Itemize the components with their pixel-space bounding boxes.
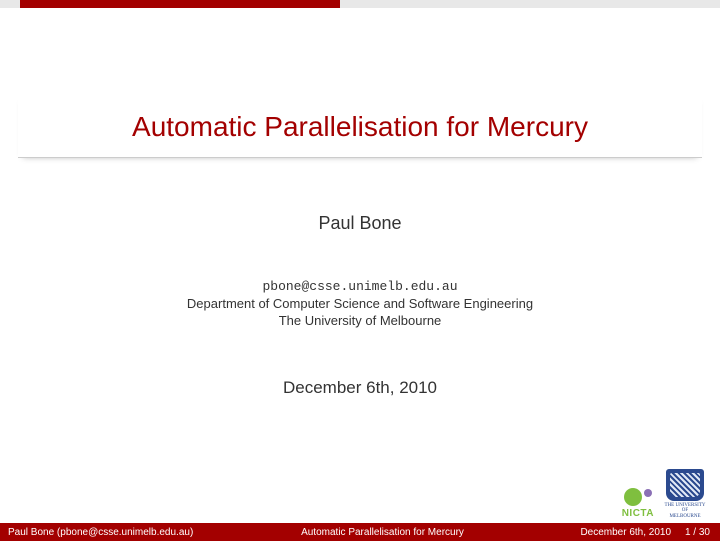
author-email: pbone@csse.unimelb.edu.au — [0, 279, 720, 294]
progress-segment — [0, 0, 20, 8]
nicta-icon — [624, 488, 652, 506]
author-name: Paul Bone — [0, 213, 720, 234]
footer-author: Paul Bone (pbone@csse.unimelb.edu.au) — [0, 527, 245, 538]
affiliation-block: pbone@csse.unimelb.edu.au Department of … — [0, 279, 720, 328]
slide-title: Automatic Parallelisation for Mercury — [18, 111, 702, 143]
progress-segment — [340, 0, 720, 8]
footer-date: December 6th, 2010 — [580, 527, 671, 538]
unimelb-label: THE UNIVERSITY OF MELBOURNE — [662, 503, 708, 520]
logo-area: NICTA THE UNIVERSITY OF MELBOURNE — [622, 469, 708, 520]
footer-bar: Paul Bone (pbone@csse.unimelb.edu.au) Au… — [0, 523, 720, 541]
unimelb-crest-icon — [666, 469, 704, 501]
progress-bar — [0, 0, 720, 8]
nicta-logo: NICTA — [622, 488, 654, 519]
progress-segment — [20, 0, 340, 8]
footer-page: 1 / 30 — [685, 527, 710, 538]
unimelb-logo: THE UNIVERSITY OF MELBOURNE — [662, 469, 708, 520]
footer-right: December 6th, 2010 1 / 30 — [520, 527, 720, 538]
nicta-label: NICTA — [622, 508, 654, 519]
university: The University of Melbourne — [0, 313, 720, 328]
footer-title: Automatic Parallelisation for Mercury — [245, 527, 520, 538]
title-block: Automatic Parallelisation for Mercury — [18, 93, 702, 158]
presentation-date: December 6th, 2010 — [0, 378, 720, 398]
department: Department of Computer Science and Softw… — [0, 296, 720, 311]
